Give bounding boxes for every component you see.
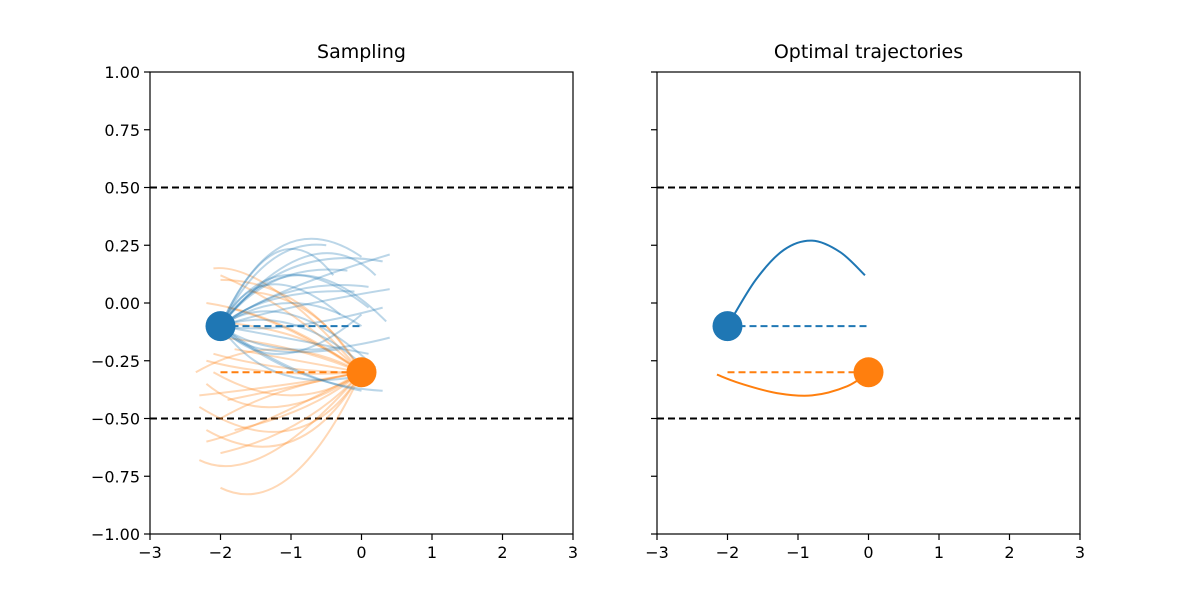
orange-sample-trajectory	[220, 371, 363, 496]
x-tick-label: −2	[209, 543, 233, 562]
x-tick-label: 0	[863, 543, 873, 562]
x-tick-label: 0	[356, 543, 366, 562]
x-tick-label: 3	[568, 543, 578, 562]
orange-sample-trajectory	[220, 371, 363, 455]
y-tick-label: 0.75	[104, 121, 140, 140]
x-tick-label: −3	[645, 543, 669, 562]
orange-agent-marker	[853, 357, 884, 388]
x-tick-label: −3	[138, 543, 162, 562]
blue-sample-trajectory	[219, 283, 341, 327]
orange-sample-trajectory	[205, 371, 363, 448]
orange-sample-trajectory	[198, 371, 363, 468]
x-tick-label: −2	[716, 543, 740, 562]
orange-sample-trajectory	[220, 274, 363, 374]
blue-sample-trajectory	[219, 325, 362, 392]
orange-sample-trajectory	[248, 290, 363, 373]
y-tick-label: 0.00	[104, 294, 140, 313]
blue-sample-trajectory	[219, 274, 387, 327]
x-tick-label: 2	[497, 543, 507, 562]
blue-sample-trajectory	[219, 325, 390, 351]
orange-optimal-trajectory	[716, 371, 870, 397]
y-tick-label: −0.50	[91, 410, 140, 429]
blue-sample-trajectory	[219, 313, 363, 355]
blue-sample-trajectory	[219, 310, 377, 369]
y-tick-label: 0.50	[104, 179, 140, 198]
blue-sample-trajectory	[219, 247, 335, 327]
sampling-panel: Sampling −3 −2 −1 0 1 2 3 1.00 0.75 0.50 0.25 0.00 −…	[91, 41, 578, 562]
orange-sample-trajectory	[198, 371, 363, 433]
orange-sample-trajectory	[205, 371, 363, 409]
chart-title: Sampling	[317, 41, 406, 63]
orange-sample-trajectory	[227, 306, 363, 374]
x-tick-label: 3	[1075, 543, 1085, 562]
y-tick-label: 0.25	[104, 236, 140, 255]
x-tick-label: 2	[1004, 543, 1014, 562]
orange-sample-trajectory	[195, 348, 362, 374]
blue-sample-trajectory	[219, 237, 363, 327]
x-tick-label: 1	[427, 543, 437, 562]
x-tick-label: −1	[279, 543, 303, 562]
optimal-trajectories-panel: Optimal trajectories −3 −2 −1 0 1 2 3	[645, 41, 1085, 562]
x-tick-label: −1	[786, 543, 810, 562]
blue-sample-trajectory	[219, 268, 348, 327]
blue-sample-trajectory	[219, 243, 327, 327]
orange-sample-trajectory	[220, 278, 363, 373]
blue-sample-trajectory	[219, 273, 370, 327]
blue-sample-trajectory	[219, 257, 383, 327]
blue-sample-trajectory	[219, 252, 377, 327]
blue-optimal-trajectory	[726, 239, 866, 327]
orange-sample-trajectory	[212, 371, 363, 397]
x-tick-label: 1	[934, 543, 944, 562]
orange-agent-marker	[346, 357, 377, 388]
orange-sample-trajectory	[220, 336, 362, 374]
chart-title: Optimal trajectories	[774, 41, 963, 63]
y-tick-label: −1.00	[91, 525, 140, 544]
y-tick-label: 1.00	[104, 63, 140, 82]
blue-agent-marker	[712, 311, 743, 342]
orange-sample-trajectory	[220, 371, 362, 420]
blue-agent-marker	[205, 311, 236, 342]
y-tick-label: −0.25	[91, 352, 140, 371]
blue-sample-trajectory	[219, 302, 363, 327]
y-tick-label: −0.75	[91, 467, 140, 486]
axes-frame	[656, 71, 1081, 535]
orange-sample-trajectory	[206, 371, 362, 443]
orange-sample-trajectory	[206, 302, 363, 374]
blue-sample-trajectory	[219, 284, 369, 327]
orange-sample-trajectory	[213, 267, 363, 373]
